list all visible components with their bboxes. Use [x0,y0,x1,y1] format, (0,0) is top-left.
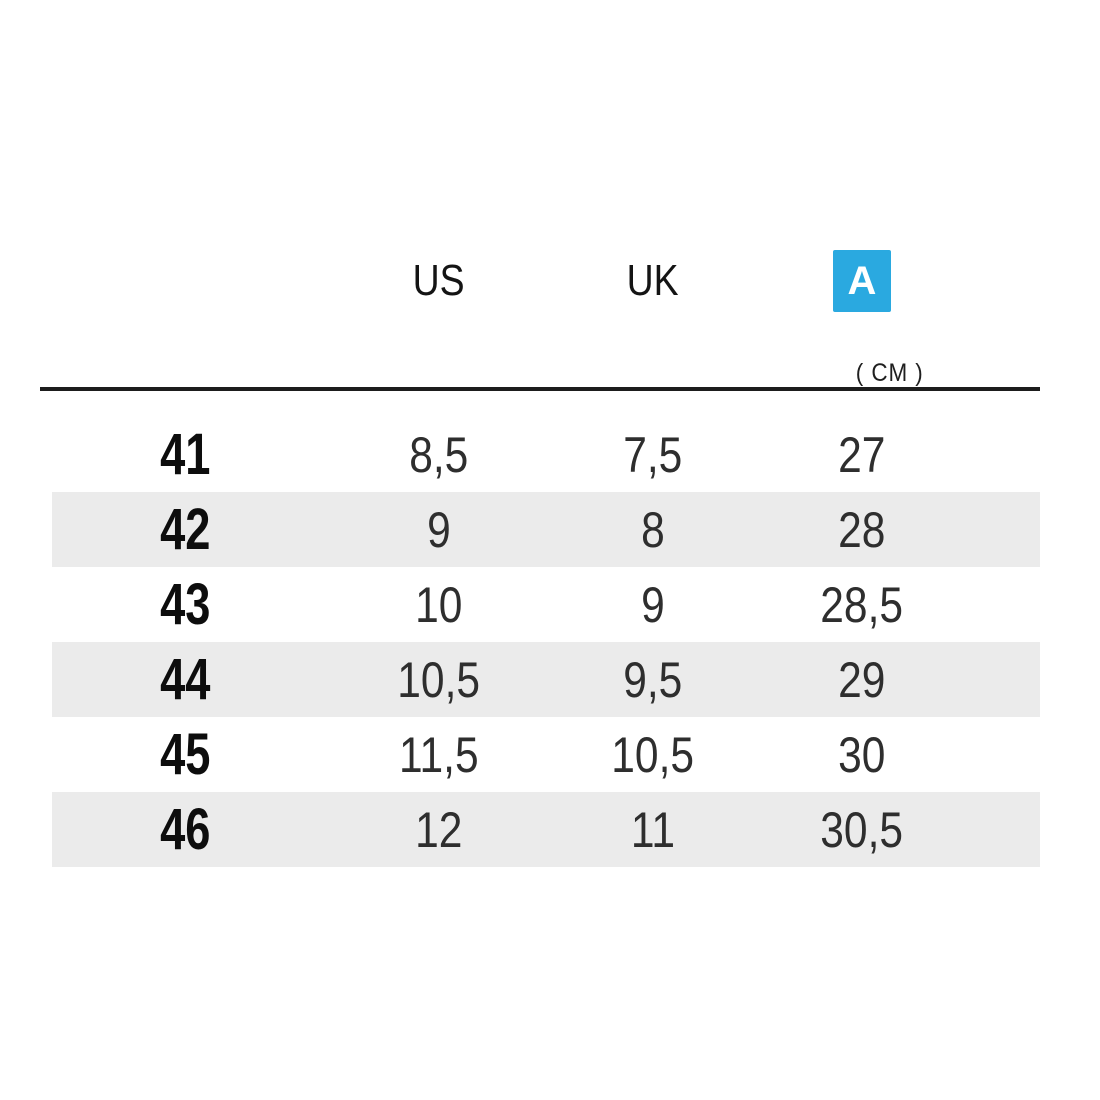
uk-size-cell-text: 8 [641,501,665,558]
us-size-cell: 10 [330,580,548,630]
uk-size-cell-text: 10,5 [611,726,695,783]
eu-size-cell-text: 44 [159,646,211,712]
us-size-cell: 9 [330,505,548,555]
header-divider [40,387,1040,391]
length-a-badge-text: A [847,258,877,303]
us-size-cell: 12 [330,805,548,855]
uk-size-cell-text: 7,5 [623,426,683,483]
column-header-uk-text: UK [627,256,679,305]
eu-size-cell-text: 45 [159,721,211,787]
table-row: 42 9 8 28 [40,492,1040,567]
eu-size-cell: 42 [40,496,330,562]
us-size-cell: 8,5 [330,430,548,480]
us-size-cell-text: 11,5 [399,726,479,783]
eu-size-cell: 45 [40,721,330,787]
table-row: 43 10 9 28,5 [40,567,1040,642]
table-row: 41 8,5 7,5 27 [40,417,1040,492]
eu-size-cell: 41 [40,421,330,487]
cm-size-cell-text: 30 [838,726,886,783]
table-row: 45 11,5 10,5 30 [40,717,1040,792]
cm-size-cell: 29 [758,655,966,705]
cm-size-cell: 28,5 [758,580,966,630]
uk-size-cell: 9,5 [548,655,758,705]
eu-size-cell-text: 46 [159,796,211,862]
length-a-badge: A [833,250,891,312]
column-header-us: US [330,256,548,306]
table-row: 46 12 11 30,5 [40,792,1040,867]
us-size-cell-text: 9 [427,501,451,558]
cm-size-cell: 28 [758,505,966,555]
us-size-cell-text: 10 [415,576,463,633]
cm-size-cell-text: 28,5 [820,576,904,633]
cm-size-cell: 30 [758,730,966,780]
uk-size-cell-text: 11 [630,801,676,858]
column-header-length: A [758,250,966,312]
size-table: US UK A ( CM ) 41 8,5 7,5 27 42 9 8 28 43 10 9 28,5… [40,0,1040,1100]
cm-size-cell-text: 29 [838,651,886,708]
cm-size-cell-text: 27 [838,426,886,483]
uk-size-cell-text: 9,5 [623,651,683,708]
uk-size-cell: 10,5 [548,730,758,780]
table-body: 41 8,5 7,5 27 42 9 8 28 43 10 9 28,5 44 10,5 9,5 29 45 11… [40,417,1040,867]
us-size-cell-text: 8,5 [409,426,469,483]
eu-size-cell-text: 41 [159,421,211,487]
column-header-us-text: US [413,256,465,305]
eu-size-cell: 43 [40,571,330,637]
cm-size-cell: 30,5 [758,805,966,855]
uk-size-cell-text: 9 [641,576,665,633]
cm-size-cell: 27 [758,430,966,480]
us-size-cell-text: 10,5 [397,651,481,708]
uk-size-cell: 8 [548,505,758,555]
us-size-cell: 10,5 [330,655,548,705]
uk-size-cell: 9 [548,580,758,630]
uk-size-cell: 7,5 [548,430,758,480]
eu-size-cell: 46 [40,796,330,862]
cm-unit-label-text: ( CM ) [855,359,924,387]
table-header: US UK A [40,240,1040,322]
cm-size-cell-text: 28 [838,501,886,558]
uk-size-cell: 11 [548,805,758,855]
cm-size-cell-text: 30,5 [820,801,904,858]
eu-size-cell-text: 43 [159,571,211,637]
column-header-uk: UK [548,256,758,306]
us-size-cell-text: 12 [415,801,463,858]
us-size-cell: 11,5 [330,730,548,780]
table-row: 44 10,5 9,5 29 [40,642,1040,717]
eu-size-cell: 44 [40,646,330,712]
eu-size-cell-text: 42 [159,496,211,562]
unit-row: ( CM ) [40,330,1040,387]
cm-unit-label: ( CM ) [758,330,966,417]
